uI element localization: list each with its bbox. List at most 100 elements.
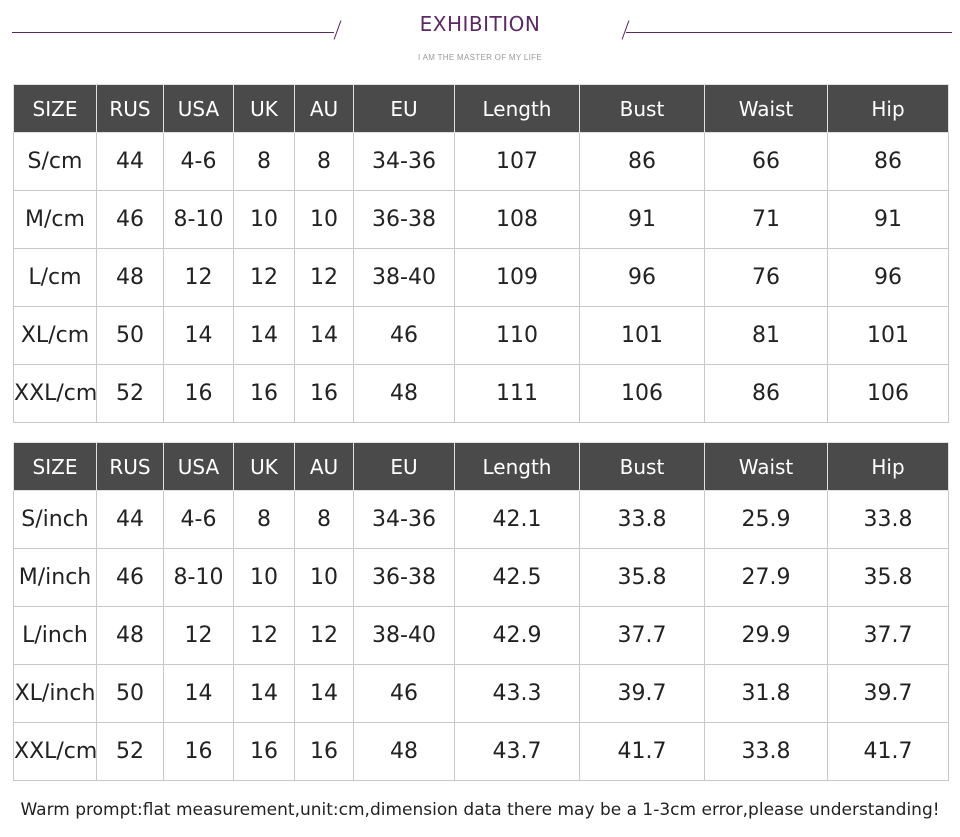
- table-cell: 10: [294, 190, 354, 249]
- table-row: L/inch 48 12 12 12 38-40 42.9 37.7 29.9 …: [13, 606, 949, 665]
- table-cell: XXL/cm: [13, 364, 97, 423]
- table-cell: 16: [163, 364, 234, 423]
- table-cell: XXL/cm: [13, 722, 97, 781]
- table-cell: 46: [96, 190, 164, 249]
- size-table-inch: SIZE RUS USA UK AU EU Length Bust Waist …: [13, 442, 949, 781]
- table-cell: 12: [294, 248, 354, 307]
- column-header-au: AU: [294, 442, 354, 491]
- table-cell: 16: [294, 364, 354, 423]
- table-cell: 111: [454, 364, 580, 423]
- table-cell: 38-40: [353, 248, 455, 307]
- table-cell: 36-38: [353, 548, 455, 607]
- table-cell: 39.7: [579, 664, 705, 723]
- table-cell: 29.9: [704, 606, 828, 665]
- table-row: S/cm 44 4-6 8 8 34-36 107 86 66 86: [13, 132, 949, 191]
- table-cell: 4-6: [163, 132, 234, 191]
- table-cell: 107: [454, 132, 580, 191]
- table-cell: 8: [233, 132, 295, 191]
- table-cell: 10: [233, 190, 295, 249]
- table-cell: 46: [353, 306, 455, 365]
- table-cell: M/inch: [13, 548, 97, 607]
- table-cell: XL/inch: [13, 664, 97, 723]
- column-header-au: AU: [294, 84, 354, 133]
- column-header-eu: EU: [353, 84, 455, 133]
- table-header-row: SIZE RUS USA UK AU EU Length Bust Waist …: [13, 84, 949, 133]
- table-cell: 42.5: [454, 548, 580, 607]
- table-cell: L/inch: [13, 606, 97, 665]
- table-cell: 52: [96, 722, 164, 781]
- column-header-size: SIZE: [13, 442, 97, 491]
- table-cell: 76: [704, 248, 828, 307]
- table-cell: 48: [353, 364, 455, 423]
- table-cell: 42.9: [454, 606, 580, 665]
- table-cell: 81: [704, 306, 828, 365]
- table-cell: 91: [827, 190, 949, 249]
- table-cell: 34-36: [353, 132, 455, 191]
- column-header-uk: UK: [233, 84, 295, 133]
- table-cell: 86: [827, 132, 949, 191]
- table-cell: 12: [163, 606, 234, 665]
- size-table-cm: SIZE RUS USA UK AU EU Length Bust Waist …: [13, 84, 949, 423]
- table-cell: 50: [96, 664, 164, 723]
- table-header-row: SIZE RUS USA UK AU EU Length Bust Waist …: [13, 442, 949, 491]
- column-header-length: Length: [454, 84, 580, 133]
- table-cell: 101: [827, 306, 949, 365]
- table-cell: 96: [579, 248, 705, 307]
- table-cell: 109: [454, 248, 580, 307]
- table-row: M/inch 46 8-10 10 10 36-38 42.5 35.8 27.…: [13, 548, 949, 607]
- table-cell: 66: [704, 132, 828, 191]
- table-cell: 50: [96, 306, 164, 365]
- table-cell: 96: [827, 248, 949, 307]
- table-cell: 106: [579, 364, 705, 423]
- page-title: EXHIBITION: [419, 12, 541, 36]
- column-header-usa: USA: [163, 442, 234, 491]
- table-cell: 86: [704, 364, 828, 423]
- table-cell: 33.8: [704, 722, 828, 781]
- table-cell: M/cm: [13, 190, 97, 249]
- table-cell: 48: [96, 248, 164, 307]
- table-cell: 12: [163, 248, 234, 307]
- table-cell: 36-38: [353, 190, 455, 249]
- table-cell: 14: [233, 664, 295, 723]
- column-header-bust: Bust: [579, 442, 705, 491]
- table-cell: 31.8: [704, 664, 828, 723]
- table-cell: 41.7: [827, 722, 949, 781]
- column-header-rus: RUS: [96, 84, 164, 133]
- table-cell: 48: [353, 722, 455, 781]
- table-cell: 37.7: [827, 606, 949, 665]
- table-cell: 34-36: [353, 490, 455, 549]
- table-cell: 101: [579, 306, 705, 365]
- table-cell: 14: [233, 306, 295, 365]
- table-cell: 16: [163, 722, 234, 781]
- page-subtitle: I AM THE MASTER OF MY LIFE: [418, 53, 542, 62]
- table-cell: 71: [704, 190, 828, 249]
- column-header-rus: RUS: [96, 442, 164, 491]
- table-cell: 108: [454, 190, 580, 249]
- column-header-hip: Hip: [827, 84, 949, 133]
- column-header-eu: EU: [353, 442, 455, 491]
- table-row: XL/cm 50 14 14 14 46 110 101 81 101: [13, 306, 949, 365]
- table-cell: 46: [353, 664, 455, 723]
- table-cell: L/cm: [13, 248, 97, 307]
- measurement-note: Warm prompt:flat measurement,unit:cm,dim…: [20, 800, 940, 820]
- table-cell: 10: [294, 548, 354, 607]
- header-divider-left: [12, 32, 334, 33]
- table-cell: 42.1: [454, 490, 580, 549]
- table-cell: 33.8: [579, 490, 705, 549]
- table-cell: 16: [294, 722, 354, 781]
- column-header-waist: Waist: [704, 442, 828, 491]
- table-cell: 106: [827, 364, 949, 423]
- column-header-length: Length: [454, 442, 580, 491]
- table-cell: 16: [233, 722, 295, 781]
- table-cell: 41.7: [579, 722, 705, 781]
- table-cell: 8-10: [163, 190, 234, 249]
- table-row: XL/inch 50 14 14 14 46 43.3 39.7 31.8 39…: [13, 664, 949, 723]
- table-cell: 12: [294, 606, 354, 665]
- table-cell: 52: [96, 364, 164, 423]
- table-cell: 35.8: [827, 548, 949, 607]
- table-cell: 14: [294, 306, 354, 365]
- table-cell: 86: [579, 132, 705, 191]
- column-header-hip: Hip: [827, 442, 949, 491]
- table-cell: 12: [233, 606, 295, 665]
- table-cell: 14: [294, 664, 354, 723]
